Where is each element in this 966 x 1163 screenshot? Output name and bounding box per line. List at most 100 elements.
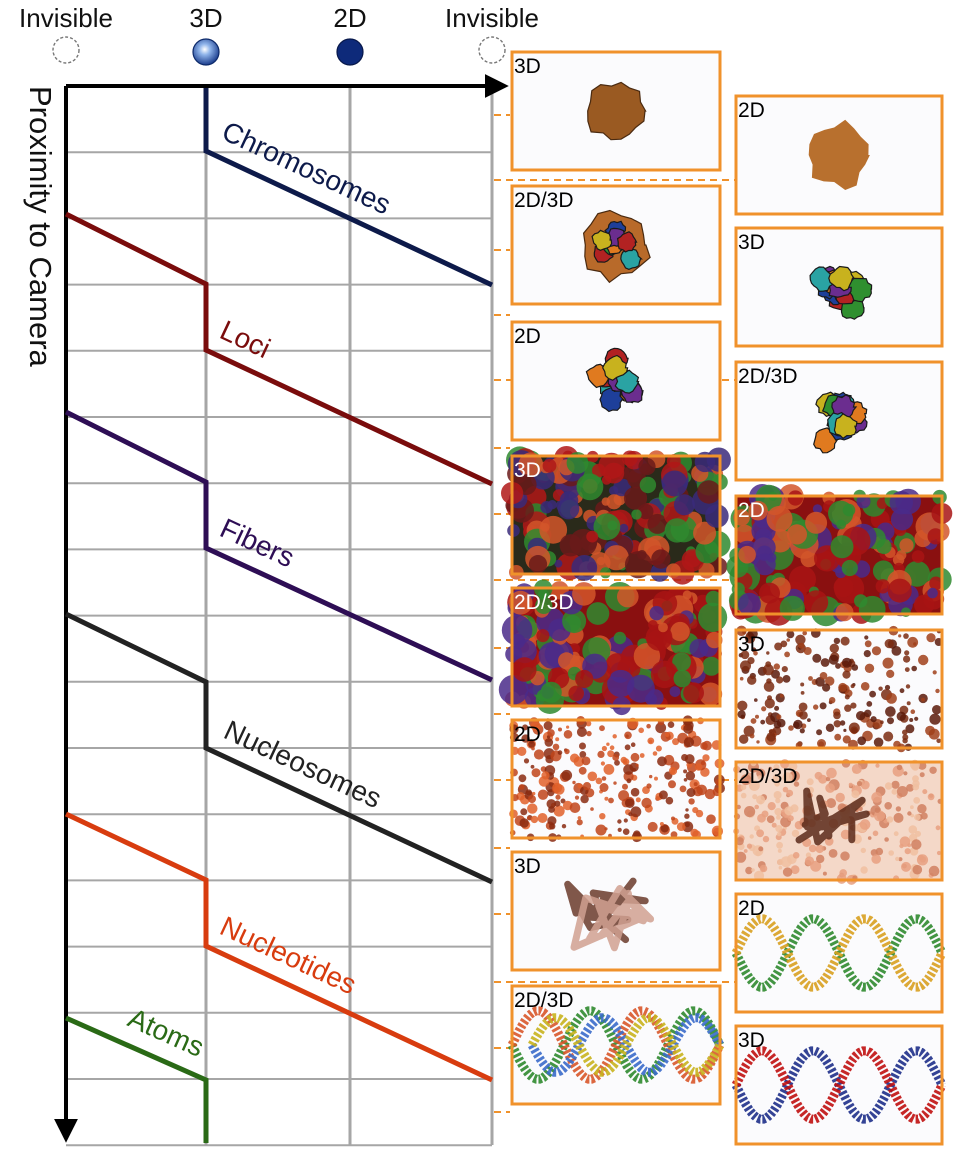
texture-dot [576,727,587,737]
texture-dot [858,595,886,623]
texture-dot [842,670,851,679]
texture-dot [519,818,529,828]
texture-dot [928,865,940,877]
texture-dot [911,550,925,563]
texture-dot [542,458,557,473]
blob-shape [616,231,638,253]
texture-dot [920,812,928,820]
texture-dot [871,646,882,656]
texture-dot [874,807,881,813]
texture-dot [595,777,603,785]
texture-dot [689,638,709,658]
texture-dot [763,681,775,692]
texture-dot [520,808,528,816]
texture-dot [896,786,908,797]
header-label-2d: 2D [333,3,366,33]
texture-dot [693,521,717,545]
texture-dot [829,697,836,704]
texture-dot [784,806,794,816]
thumbnail-loci-cluster-flat: 2D [510,320,722,442]
texture-dot [737,700,748,711]
texture-dot [498,674,529,705]
texture-dot [647,513,668,534]
texture-dot [917,804,927,814]
texture-dot [523,758,530,764]
texture-dot [624,551,653,579]
texture-dot [601,745,608,752]
texture-dot [829,643,839,653]
texture-dot [825,783,835,793]
header-label-3d: 3D [189,3,222,33]
texture-dot [552,743,560,751]
thumbnail-label: 3D [514,55,541,78]
thumbnail-fibers-dense: 3D [500,446,731,585]
texture-dot [751,868,755,872]
texture-dot [912,775,919,783]
thumbnail-chromosome-blob-flat: 2D [734,94,944,216]
texture-dot [501,614,533,646]
texture-dot [856,711,866,721]
texture-dot [874,810,885,822]
texture-dot [609,745,615,750]
texture-dot [932,670,937,675]
texture-dot [546,799,557,809]
texture-dot [756,795,766,805]
texture-dot [740,774,752,786]
texture-dot [903,633,909,639]
texture-dot [683,682,704,704]
helix-strand [731,914,947,992]
texture-dot [807,718,811,722]
texture-dot [912,783,920,791]
texture-dot [782,772,793,783]
texture-dot [914,814,921,821]
texture-dot [772,774,782,783]
texture-dot [698,602,728,633]
texture-dot [672,738,680,746]
thumbnail-label: 3D [738,231,765,254]
texture-dot [654,776,658,781]
thumbnail-frame [510,718,722,840]
texture-dot [774,705,780,711]
texture-dot [884,639,894,649]
thumbnail-background [512,986,720,1104]
texture-dot [875,763,880,768]
texture-dot [618,790,630,802]
texture-dot [841,559,858,577]
texture-dot [740,650,750,660]
texture-dot [568,685,584,702]
helix-strand [731,1046,947,1124]
texture-dot [601,776,607,781]
texture-dot [925,725,935,736]
texture-dot [649,774,653,779]
texture-dot [739,676,744,681]
texture-dot [686,788,696,797]
texture-dot [527,803,538,814]
texture-dot [657,756,667,767]
texture-dot [776,676,784,684]
texture-dot [528,740,536,748]
texture-dot [623,760,628,765]
thumbnail-label: 2D/3D [514,989,574,1012]
texture-dot [884,782,893,790]
texture-dot [668,780,676,789]
texture-dot [706,814,716,824]
texture-dot [824,837,834,846]
texture-dot [758,846,764,852]
helix-strand [507,1006,725,1084]
texture-dot [777,848,782,853]
texture-dot [902,729,908,736]
texture-dot [875,579,890,594]
level-line-atoms [64,1015,209,1143]
texture-dot [622,783,628,790]
texture-dot [775,825,783,833]
texture-dot [914,716,919,721]
texture-dot [926,633,936,643]
texture-dot [775,798,781,804]
texture-dot [601,497,610,506]
texture-dot [835,663,841,669]
strand-path [795,787,870,846]
texture-dot [875,847,884,856]
texture-dot [891,788,898,795]
texture-dot [531,746,535,751]
texture-dot [746,843,753,849]
